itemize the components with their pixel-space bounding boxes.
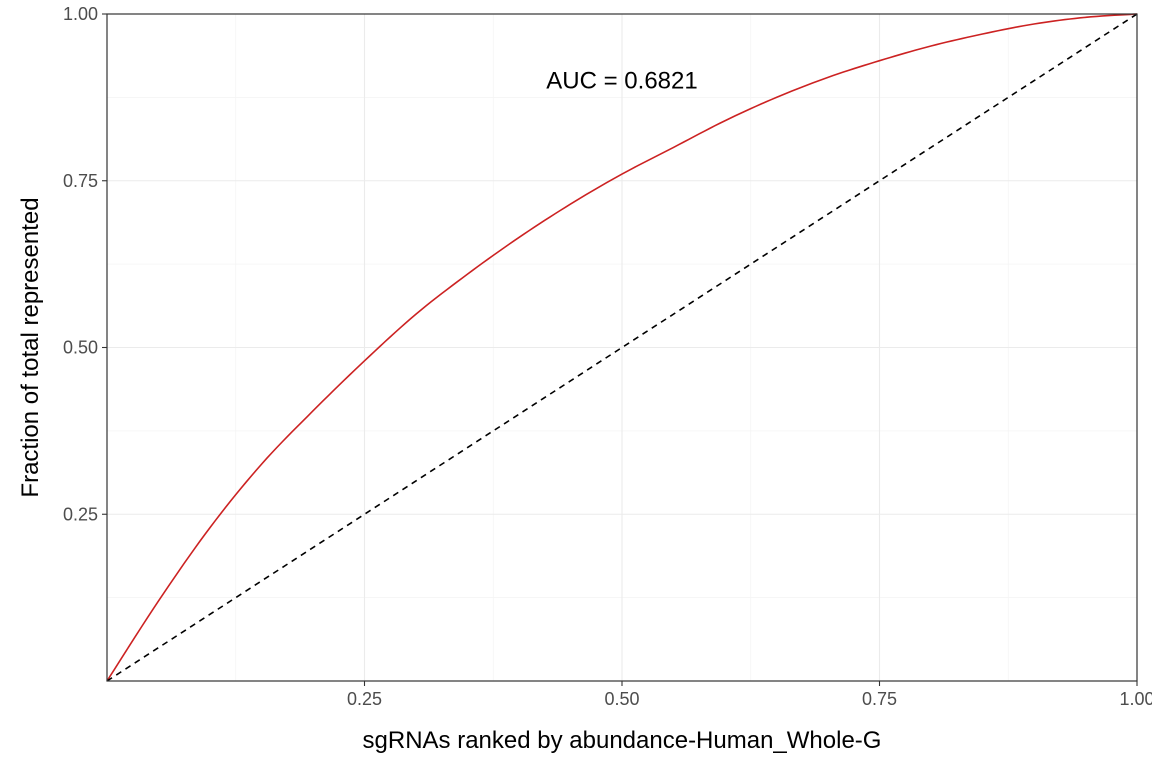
y-tick-label: 1.00 xyxy=(63,4,98,24)
auc-annotation: AUC = 0.6821 xyxy=(546,68,697,95)
y-tick-label: 0.75 xyxy=(63,171,98,191)
grid-lines xyxy=(107,13,1138,681)
x-axis-title: sgRNAs ranked by abundance-Human_Whole-G xyxy=(363,727,882,754)
x-tick-label: 1.00 xyxy=(1119,689,1152,709)
x-tick-label: 0.75 xyxy=(862,689,897,709)
x-tick-label: 0.50 xyxy=(604,689,639,709)
x-tick-label: 0.25 xyxy=(347,689,382,709)
axis-tick-labels: 0.25 0.50 0.75 1.00 0.25 0.50 0.75 1.00 xyxy=(63,4,1152,709)
y-axis-title: Fraction of total represented xyxy=(17,197,44,497)
y-tick-label: 0.25 xyxy=(63,504,98,524)
cumulative-curve-line xyxy=(106,13,1138,682)
series-lines xyxy=(106,13,1138,682)
axis-ticks xyxy=(102,13,1138,686)
y-tick-label: 0.50 xyxy=(63,338,98,358)
